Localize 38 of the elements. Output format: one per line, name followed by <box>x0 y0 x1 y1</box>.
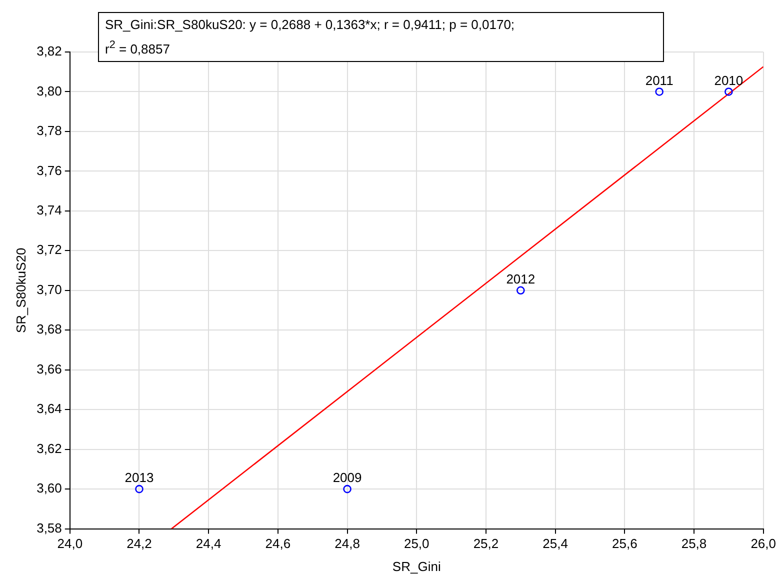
annotation: 2013 <box>124 470 154 486</box>
y-tick-label: 3,82 <box>36 44 62 59</box>
x-tick-label: 25,0 <box>404 536 430 552</box>
x-tick-label: 24,4 <box>196 536 222 552</box>
y-tick-label: 3,78 <box>36 123 62 138</box>
y-tick-label: 3,72 <box>36 242 62 258</box>
point <box>724 88 733 96</box>
x-tick-label: 24,6 <box>265 536 291 552</box>
y-tick-label: 3,70 <box>36 282 62 297</box>
y-tick-label: 3,80 <box>36 83 62 98</box>
x-tick-label: 24,2 <box>126 536 152 552</box>
annotation: 2012 <box>506 271 536 286</box>
y-tick-label: 3,58 <box>36 520 62 536</box>
point <box>135 484 144 494</box>
y-tick-label: 3,64 <box>36 401 62 416</box>
y-tick-label: 3,74 <box>36 202 62 218</box>
x-tick-label: 25,4 <box>542 536 568 552</box>
annotation: 2011 <box>645 72 674 88</box>
x-tick-label: 25,2 <box>473 536 499 552</box>
y-tick-label: 3,66 <box>36 361 62 376</box>
equation-box: SR_Gini:SR_S80kuS20: y = 0,2688 + 0,1363*x; r = 0,9411; p = 0,0170; r$^{2}$ = 0,8857 <box>98 12 664 62</box>
annotation: 2010 <box>714 72 744 88</box>
annotation: r$^{2}$ = 0,8857 <box>105 38 171 58</box>
x-tick-label: 25,6 <box>612 536 638 552</box>
y-tick-label: 3,68 <box>36 322 62 337</box>
y-axis-title: SR_S80kuS20 <box>13 248 28 334</box>
point <box>655 88 664 96</box>
y-tick-label: 3,60 <box>36 480 62 496</box>
x-tick-label: 26,0 <box>750 536 776 552</box>
point <box>516 286 525 295</box>
annotation: 2009 <box>332 470 362 486</box>
x-axis-title: SR_Gini <box>392 558 441 574</box>
y-tick-label: 3,62 <box>36 440 62 456</box>
x-tick-label: 24,0 <box>57 536 83 552</box>
x-tick-label: 24,8 <box>334 536 360 552</box>
x-tick-label: 25,8 <box>681 536 707 552</box>
y-tick-label: 3,76 <box>36 162 62 178</box>
point <box>343 484 352 494</box>
